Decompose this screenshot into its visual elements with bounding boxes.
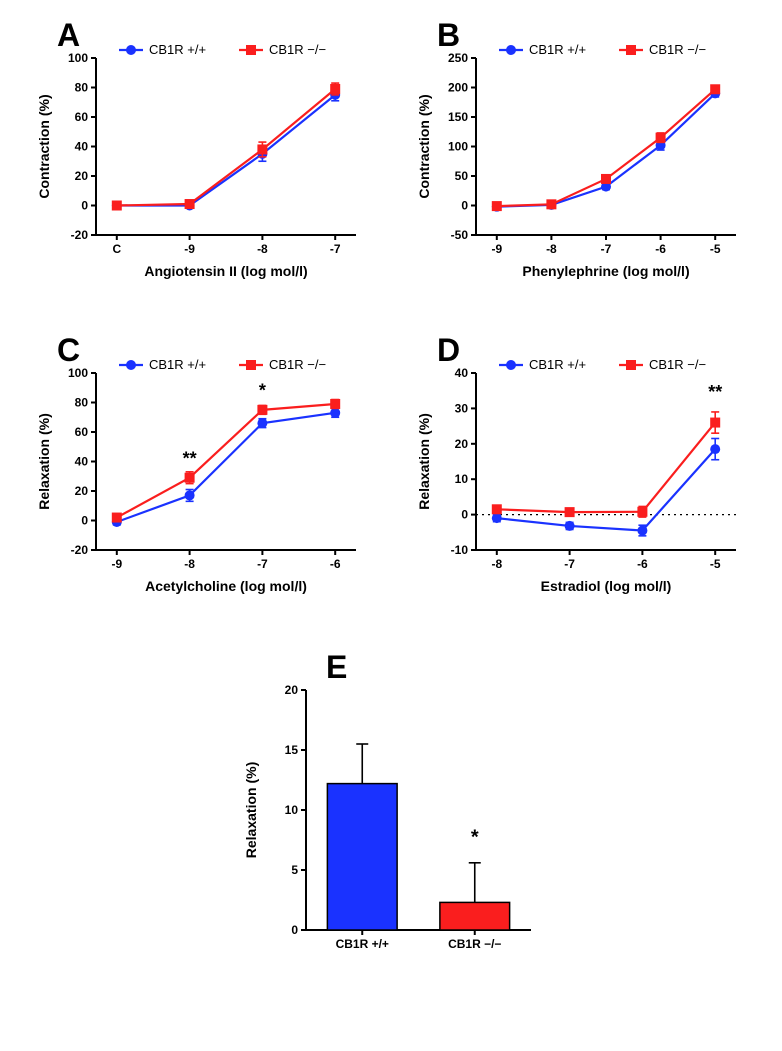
svg-text:-20: -20 xyxy=(71,228,89,242)
svg-text:B: B xyxy=(437,20,460,53)
svg-text:-5: -5 xyxy=(710,242,721,256)
svg-text:CB1R −/−: CB1R −/− xyxy=(649,357,706,372)
svg-text:Angiotensin II (log mol/l): Angiotensin II (log mol/l) xyxy=(144,263,307,279)
svg-text:-5: -5 xyxy=(710,557,721,571)
svg-text:40: 40 xyxy=(455,366,469,380)
svg-text:Estradiol (log mol/l): Estradiol (log mol/l) xyxy=(541,578,672,594)
svg-text:-8: -8 xyxy=(491,557,502,571)
svg-text:0: 0 xyxy=(81,514,88,528)
svg-text:CB1R +/+: CB1R +/+ xyxy=(149,357,206,372)
svg-text:5: 5 xyxy=(291,863,298,877)
svg-text:30: 30 xyxy=(455,401,469,415)
svg-text:-7: -7 xyxy=(601,242,612,256)
svg-text:-7: -7 xyxy=(257,557,268,571)
svg-text:E: E xyxy=(326,650,347,685)
svg-text:CB1R +/+: CB1R +/+ xyxy=(336,937,389,951)
svg-text:0: 0 xyxy=(461,508,468,522)
svg-text:Contraction (%): Contraction (%) xyxy=(416,94,432,198)
figure: A-20020406080100C-9-8-7Angiotensin II (l… xyxy=(20,20,762,975)
panel-A: A -20 0 20 40 60 80 100 C -9 -8 -7 Angiotensin II (l… xyxy=(31,20,371,295)
svg-text:CB1R −/−: CB1R −/− xyxy=(448,937,501,951)
svg-text:-10: -10 xyxy=(451,543,469,557)
svg-text:D: D xyxy=(437,335,460,368)
panel-B: B -50 0 50 100 150 200 250 -9 -8 -7 -6 -5 Phenylephri… xyxy=(411,20,751,295)
row-3: E 0 5 10 15 20 CB1R +/+ CB1R −/− Relaxation (%) * xyxy=(20,650,762,975)
panel-E: E 0 5 10 15 20 CB1R +/+ CB1R −/− Relaxation (%) * xyxy=(236,650,546,975)
svg-text:-6: -6 xyxy=(655,242,666,256)
row-2: C-20020406080100-9-8-7-6Acetylcholine (l… xyxy=(20,335,762,610)
svg-text:50: 50 xyxy=(455,169,469,183)
svg-text:Relaxation (%): Relaxation (%) xyxy=(36,413,52,509)
panel-C: C -20 0 20 40 60 80 100 -9 -8 -7 -6 Acetylcholine (l… xyxy=(31,335,371,610)
svg-text:**: ** xyxy=(183,448,197,468)
svg-text:Acetylcholine (log mol/l): Acetylcholine (log mol/l) xyxy=(145,578,307,594)
svg-text:**: ** xyxy=(708,382,722,402)
svg-text:CB1R −/−: CB1R −/− xyxy=(269,357,326,372)
svg-text:100: 100 xyxy=(448,140,468,154)
svg-text:Relaxation (%): Relaxation (%) xyxy=(243,762,259,858)
svg-text:0: 0 xyxy=(291,923,298,937)
svg-text:Relaxation (%): Relaxation (%) xyxy=(416,413,432,509)
svg-text:-7: -7 xyxy=(330,242,341,256)
svg-text:150: 150 xyxy=(448,110,468,124)
svg-text:10: 10 xyxy=(285,803,299,817)
svg-text:Phenylephrine (log mol/l): Phenylephrine (log mol/l) xyxy=(522,263,689,279)
svg-text:0: 0 xyxy=(81,199,88,213)
svg-text:-9: -9 xyxy=(111,557,122,571)
svg-text:CB1R +/+: CB1R +/+ xyxy=(529,357,586,372)
svg-text:*: * xyxy=(259,381,266,401)
svg-text:80: 80 xyxy=(75,81,89,95)
svg-text:15: 15 xyxy=(285,743,299,757)
row-1: A -20 0 20 40 60 80 100 C -9 -8 -7 Angiotensin II (l… xyxy=(20,20,762,295)
svg-text:250: 250 xyxy=(448,51,468,65)
svg-text:C: C xyxy=(57,335,80,368)
svg-text:CB1R +/+: CB1R +/+ xyxy=(529,42,586,57)
svg-text:20: 20 xyxy=(75,169,89,183)
svg-text:20: 20 xyxy=(455,437,469,451)
svg-text:Contraction (%): Contraction (%) xyxy=(36,94,52,198)
svg-text:*: * xyxy=(471,827,479,849)
svg-text:CB1R −/−: CB1R −/− xyxy=(649,42,706,57)
svg-text:-8: -8 xyxy=(546,242,557,256)
svg-text:-20: -20 xyxy=(71,543,89,557)
svg-text:-9: -9 xyxy=(491,242,502,256)
svg-text:0: 0 xyxy=(461,199,468,213)
svg-text:200: 200 xyxy=(448,81,468,95)
svg-text:40: 40 xyxy=(75,455,89,469)
svg-text:40: 40 xyxy=(75,140,89,154)
svg-text:-9: -9 xyxy=(184,242,195,256)
svg-text:CB1R −/−: CB1R −/− xyxy=(269,42,326,57)
svg-text:100: 100 xyxy=(68,51,88,65)
svg-text:-50: -50 xyxy=(451,228,469,242)
svg-text:-7: -7 xyxy=(564,557,575,571)
svg-text:A: A xyxy=(57,20,80,53)
svg-text:CB1R +/+: CB1R +/+ xyxy=(149,42,206,57)
svg-text:20: 20 xyxy=(75,484,89,498)
svg-text:10: 10 xyxy=(455,472,469,486)
svg-text:100: 100 xyxy=(68,366,88,380)
svg-text:20: 20 xyxy=(285,683,299,697)
svg-text:-6: -6 xyxy=(637,557,648,571)
svg-text:60: 60 xyxy=(75,110,89,124)
svg-text:-6: -6 xyxy=(330,557,341,571)
svg-text:C: C xyxy=(112,242,121,256)
svg-text:60: 60 xyxy=(75,425,89,439)
svg-text:-8: -8 xyxy=(184,557,195,571)
svg-text:80: 80 xyxy=(75,396,89,410)
svg-text:-8: -8 xyxy=(257,242,268,256)
panel-D: D -10 0 10 20 30 40 -8 -7 -6 -5 Estradiol (log mol/… xyxy=(411,335,751,610)
